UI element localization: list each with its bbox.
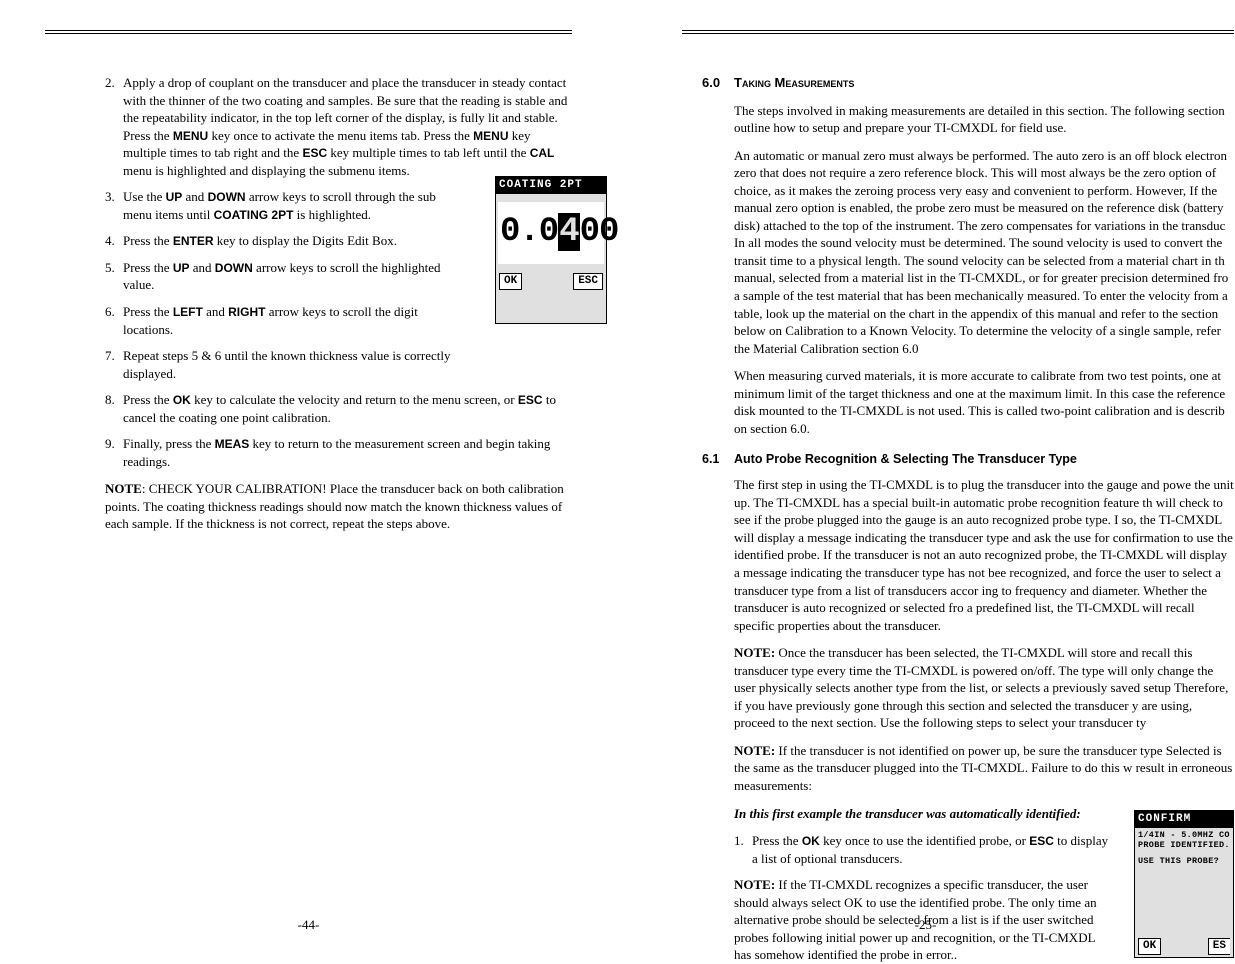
lcd-esc: ESC bbox=[573, 273, 603, 290]
page-number: -44- bbox=[0, 916, 617, 934]
lcd-line3: USE THIS PROBE? bbox=[1138, 856, 1230, 866]
step-text: Repeat steps 5 & 6 until the known thick… bbox=[123, 347, 460, 382]
digits-pre: 0.0 bbox=[500, 213, 558, 251]
step-item: 7.Repeat steps 5 & 6 until the known thi… bbox=[105, 347, 460, 382]
paragraph: An automatic or manual zero must always … bbox=[734, 147, 1234, 358]
lcd-coating-2pt: COATING 2PT 0.0400 OK ESC bbox=[495, 176, 607, 324]
step-item: 6.Press the LEFT and RIGHT arrow keys to… bbox=[105, 303, 460, 338]
top-rule bbox=[45, 30, 572, 34]
note-paragraph: NOTE: CHECK YOUR CALIBRATION! Place the … bbox=[105, 480, 572, 533]
step-text: Apply a drop of couplant on the transduc… bbox=[123, 74, 572, 179]
paragraph: The first step in using the TI-CMXDL is … bbox=[734, 476, 1234, 634]
subsection-heading: 6.1Auto Probe Recognition & Selecting Th… bbox=[702, 451, 1234, 468]
step-text: Press the LEFT and RIGHT arrow keys to s… bbox=[123, 303, 460, 338]
paragraph: NOTE: Once the transducer has been selec… bbox=[734, 644, 1234, 732]
page-right: 6.0Taking Measurements The steps involve… bbox=[617, 0, 1234, 954]
lcd-footer: OK ESC bbox=[496, 272, 606, 292]
page-left: 2.Apply a drop of couplant on the transd… bbox=[0, 0, 617, 954]
step-text: Press the UP and DOWN arrow keys to scro… bbox=[123, 259, 460, 294]
paragraph: When measuring curved materials, it is m… bbox=[734, 367, 1234, 437]
subsection-title: Auto Probe Recognition & Selecting The T… bbox=[734, 452, 1077, 466]
step-number: 3. bbox=[105, 188, 123, 223]
step-list-right: 1. Press the OK key once to use the iden… bbox=[734, 832, 1109, 867]
step-number: 4. bbox=[105, 232, 123, 250]
subsection-paragraphs: The first step in using the TI-CMXDL is … bbox=[734, 476, 1234, 794]
step-item: 2.Apply a drop of couplant on the transd… bbox=[105, 74, 572, 179]
step-1: 1. Press the OK key once to use the iden… bbox=[734, 832, 1109, 867]
lcd-line2: PROBE IDENTIFIED. bbox=[1138, 840, 1230, 850]
section-number: 6.0 bbox=[702, 74, 734, 92]
step-number: 2. bbox=[105, 74, 123, 179]
lcd-body: 1/4IN - 5.0MHZ CO PROBE IDENTIFIED. USE … bbox=[1135, 828, 1233, 869]
step-text: Finally, press the MEAS key to return to… bbox=[123, 435, 572, 470]
step-item: 4.Press the ENTER key to display the Dig… bbox=[105, 232, 460, 250]
lcd-line1: 1/4IN - 5.0MHZ CO bbox=[1138, 830, 1230, 840]
step-number: 6. bbox=[105, 303, 123, 338]
subsection-number: 6.1 bbox=[702, 451, 734, 468]
step-number: 1. bbox=[734, 832, 752, 867]
paragraph: The steps involved in making measurement… bbox=[734, 102, 1234, 137]
section-heading: 6.0Taking Measurements bbox=[702, 74, 1234, 92]
step-text: Press the OK key to calculate the veloci… bbox=[123, 391, 572, 426]
lcd-title: CONFIRM bbox=[1135, 811, 1233, 828]
digits-post: 00 bbox=[580, 213, 619, 251]
step-item: 3.Use the UP and DOWN arrow keys to scro… bbox=[105, 188, 460, 223]
step-number: 9. bbox=[105, 435, 123, 470]
digits-highlighted: 4 bbox=[558, 213, 579, 251]
lcd-digits: 0.0400 bbox=[498, 202, 604, 264]
step-number: 8. bbox=[105, 391, 123, 426]
step-text: Press the OK key once to use the identif… bbox=[752, 832, 1109, 867]
step-number: 5. bbox=[105, 259, 123, 294]
step-item: 8.Press the OK key to calculate the velo… bbox=[105, 391, 572, 426]
step-text: Press the ENTER key to display the Digit… bbox=[123, 232, 460, 250]
step-number: 7. bbox=[105, 347, 123, 382]
lcd-esc: ES bbox=[1208, 938, 1230, 955]
lcd-confirm: CONFIRM 1/4IN - 5.0MHZ CO PROBE IDENTIFI… bbox=[1134, 810, 1234, 958]
top-rule bbox=[682, 30, 1234, 34]
section-title: Taking Measurements bbox=[734, 75, 854, 90]
step-item: 9.Finally, press the MEAS key to return … bbox=[105, 435, 572, 470]
step-text: Use the UP and DOWN arrow keys to scroll… bbox=[123, 188, 460, 223]
lcd-ok: OK bbox=[1138, 938, 1161, 955]
lcd-title: COATING 2PT bbox=[496, 177, 606, 194]
left-content: 2.Apply a drop of couplant on the transd… bbox=[45, 74, 572, 533]
lcd-footer: OK ES bbox=[1135, 937, 1233, 957]
step-item: 5.Press the UP and DOWN arrow keys to sc… bbox=[105, 259, 460, 294]
lcd-ok: OK bbox=[499, 273, 522, 290]
section-paragraphs: The steps involved in making measurement… bbox=[734, 102, 1234, 438]
paragraph: NOTE: If the transducer is not identifie… bbox=[734, 742, 1234, 795]
